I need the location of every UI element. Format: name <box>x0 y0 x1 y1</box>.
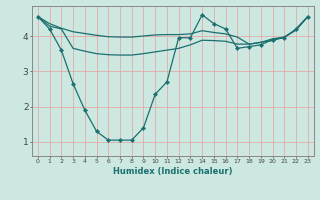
X-axis label: Humidex (Indice chaleur): Humidex (Indice chaleur) <box>113 167 233 176</box>
